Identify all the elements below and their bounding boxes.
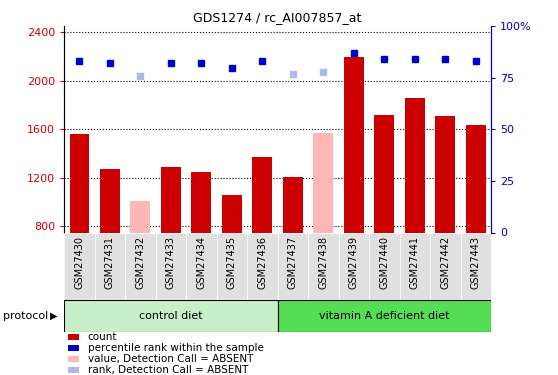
Bar (156, 232, 186, 300)
Bar (70, 134, 89, 232)
Text: GSM27435: GSM27435 (227, 236, 237, 289)
Bar (222, 195, 242, 232)
Bar (191, 172, 211, 232)
Bar (161, 167, 181, 232)
Text: GSM27442: GSM27442 (440, 236, 450, 289)
Text: GSM27440: GSM27440 (379, 236, 389, 289)
Text: GSM27433: GSM27433 (166, 236, 176, 289)
Title: GDS1274 / rc_AI007857_at: GDS1274 / rc_AI007857_at (194, 11, 362, 24)
Text: GSM27434: GSM27434 (196, 236, 206, 289)
Bar (125, 232, 156, 300)
Bar (278, 232, 308, 300)
Bar (186, 232, 217, 300)
Bar (69, 345, 79, 351)
Text: vitamin A deficient diet: vitamin A deficient diet (319, 311, 450, 321)
Bar (69, 367, 79, 373)
Bar (374, 115, 395, 232)
Text: GSM27432: GSM27432 (136, 236, 146, 289)
Bar (95, 232, 125, 300)
Bar (435, 116, 455, 232)
Bar (466, 124, 485, 232)
Bar (405, 98, 425, 232)
Text: control diet: control diet (139, 311, 203, 321)
Bar (344, 57, 364, 232)
Text: GSM27441: GSM27441 (410, 236, 420, 289)
Text: count: count (88, 332, 117, 342)
Bar (460, 232, 491, 300)
Text: rank, Detection Call = ABSENT: rank, Detection Call = ABSENT (88, 364, 248, 375)
Text: GSM27437: GSM27437 (288, 236, 298, 289)
Text: value, Detection Call = ABSENT: value, Detection Call = ABSENT (88, 354, 253, 364)
Text: percentile rank within the sample: percentile rank within the sample (88, 343, 263, 353)
Text: GSM27439: GSM27439 (349, 236, 359, 289)
Bar (369, 232, 400, 300)
Bar (277, 300, 491, 332)
Text: GSM27430: GSM27430 (74, 236, 84, 289)
Bar (314, 133, 333, 232)
Bar (308, 232, 339, 300)
Text: GSM27431: GSM27431 (105, 236, 115, 289)
Bar (69, 334, 79, 340)
Bar (252, 157, 272, 232)
Text: GSM27436: GSM27436 (257, 236, 267, 289)
Bar (400, 232, 430, 300)
Text: protocol: protocol (3, 311, 48, 321)
Bar (131, 201, 150, 232)
Bar (69, 356, 79, 362)
Text: GSM27443: GSM27443 (471, 236, 481, 289)
Bar (247, 232, 277, 300)
Bar (430, 232, 460, 300)
Bar (64, 300, 277, 332)
Text: GSM27438: GSM27438 (319, 236, 328, 289)
Text: ▶: ▶ (50, 311, 57, 321)
Bar (217, 232, 247, 300)
Bar (283, 177, 303, 232)
Bar (339, 232, 369, 300)
Bar (64, 232, 95, 300)
Bar (100, 170, 120, 232)
